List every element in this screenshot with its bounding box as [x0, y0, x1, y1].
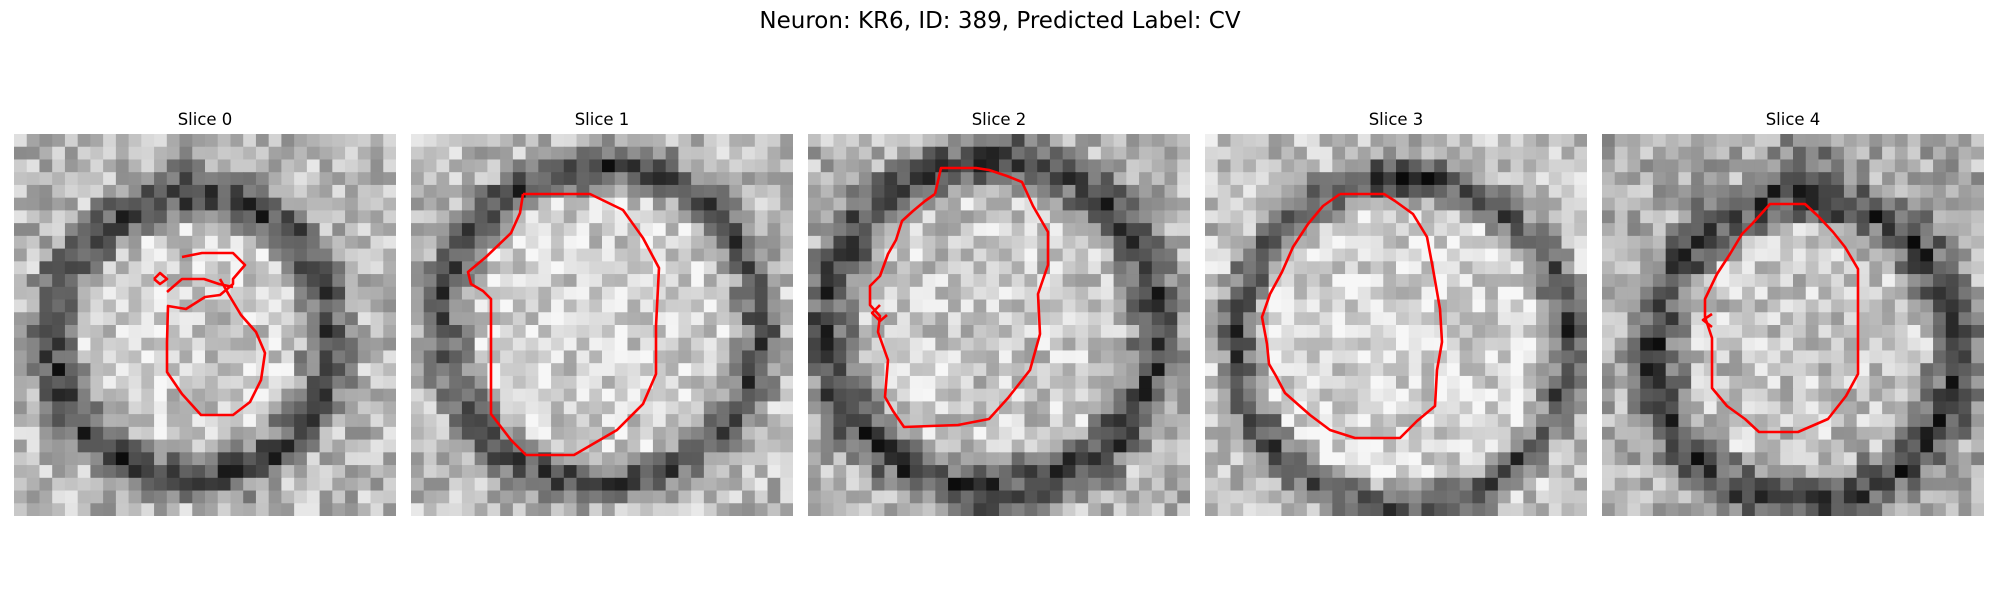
slice-title-2: Slice 2 [971, 110, 1027, 129]
contour-notch-4 [1701, 312, 1713, 329]
slice-image-0 [14, 134, 396, 516]
em-pixel-grid-4 [1602, 134, 1984, 516]
contour-main-1 [466, 192, 661, 457]
em-pixel-grid-1 [411, 134, 793, 516]
slice-panel-2: Slice 2 [808, 108, 1190, 516]
slice-image-3 [1205, 134, 1587, 516]
segmentation-contour-2 [868, 166, 1050, 429]
slice-panel-3: Slice 3 [1205, 108, 1587, 516]
contour-main-0 [165, 251, 267, 417]
slice-panel-4: Slice 4 [1602, 108, 1984, 516]
contour-main-2 [868, 166, 1050, 429]
slice-image-2 [808, 134, 1190, 516]
slice-title-1: Slice 1 [574, 110, 630, 129]
slice-panel-0: Slice 0 [14, 108, 396, 516]
slice-image-4 [1602, 134, 1984, 516]
slice-title-3: Slice 3 [1368, 110, 1424, 129]
slice-title-0: Slice 0 [177, 110, 233, 129]
segmentation-contour-4 [1701, 202, 1860, 434]
em-pixel-grid-2 [808, 134, 1190, 516]
contour-main-4 [1703, 202, 1860, 434]
segmentation-contour-3 [1260, 192, 1444, 440]
slice-panel-1: Slice 1 [411, 108, 793, 516]
em-pixel-grid-0 [14, 134, 396, 516]
em-pixel-grid-3 [1205, 134, 1587, 516]
figure-title: Neuron: KR6, ID: 389, Predicted Label: C… [759, 8, 1241, 34]
segmentation-contour-1 [466, 192, 661, 457]
contour-notch-2 [870, 304, 888, 323]
contour-fragment-0 [153, 271, 169, 286]
segmentation-contour-0 [153, 251, 267, 417]
slice-title-4: Slice 4 [1765, 110, 1821, 129]
contour-main-3 [1260, 192, 1444, 440]
slice-image-1 [411, 134, 793, 516]
contour-top-0 [166, 277, 234, 293]
